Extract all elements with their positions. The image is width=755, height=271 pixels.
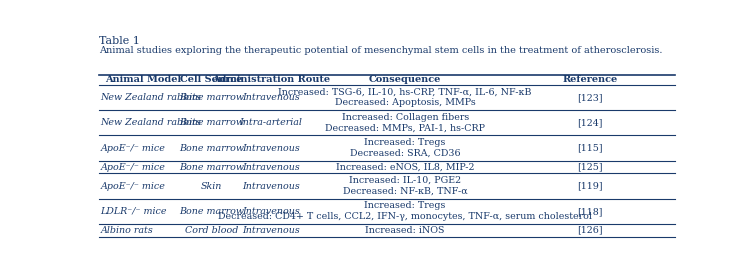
Text: Intra-arterial: Intra-arterial	[239, 118, 302, 127]
Text: Increased: IL-10, PGE2
Decreased: NF-κB, TNF-α: Increased: IL-10, PGE2 Decreased: NF-κB,…	[343, 176, 467, 196]
Text: Intravenous: Intravenous	[242, 182, 300, 191]
Text: Animal studies exploring the therapeutic potential of mesenchymal stem cells in : Animal studies exploring the therapeutic…	[99, 46, 663, 55]
Text: Increased: Tregs
Decreased: CD4+ T cells, CCL2, IFN-γ, monocytes, TNF-α, serum c: Increased: Tregs Decreased: CD4+ T cells…	[218, 201, 592, 221]
Text: Albino rats: Albino rats	[100, 226, 153, 235]
Text: Intravenous: Intravenous	[242, 93, 300, 102]
Text: ApoE⁻/⁻ mice: ApoE⁻/⁻ mice	[100, 144, 165, 153]
Text: Increased: Collagen fibers
Decreased: MMPs, PAI-1, hs-CRP: Increased: Collagen fibers Decreased: MM…	[325, 113, 485, 133]
Text: New Zealand rabbits: New Zealand rabbits	[100, 93, 202, 102]
Text: [126]: [126]	[577, 226, 602, 235]
Text: Intravenous: Intravenous	[242, 207, 300, 216]
Text: [123]: [123]	[577, 93, 602, 102]
Text: Table 1: Table 1	[99, 36, 140, 46]
Text: Increased: iNOS: Increased: iNOS	[365, 226, 445, 235]
Text: Increased: TSG-6, IL-10, hs-CRP, TNF-α, IL-6, NF-κB
Decreased: Apoptosis, MMPs: Increased: TSG-6, IL-10, hs-CRP, TNF-α, …	[279, 88, 532, 107]
Text: [125]: [125]	[577, 163, 602, 172]
Text: [118]: [118]	[578, 207, 602, 216]
Text: Cell Source: Cell Source	[180, 75, 242, 84]
Text: Reference: Reference	[562, 75, 618, 84]
Text: ApoE⁻/⁻ mice: ApoE⁻/⁻ mice	[100, 182, 165, 191]
Text: Consequence: Consequence	[369, 75, 442, 84]
Text: [124]: [124]	[578, 118, 602, 127]
Text: ApoE⁻/⁻ mice: ApoE⁻/⁻ mice	[100, 163, 165, 172]
Text: Skin: Skin	[201, 182, 222, 191]
Text: Bone marrow: Bone marrow	[179, 118, 244, 127]
Text: Bone marrow: Bone marrow	[179, 207, 244, 216]
Text: Bone marrow: Bone marrow	[179, 163, 244, 172]
Text: Administration Route: Administration Route	[211, 75, 330, 84]
Text: Bone marrow: Bone marrow	[179, 144, 244, 153]
Text: Animal Model: Animal Model	[105, 75, 181, 84]
Text: Increased: Tregs
Decreased: SRA, CD36: Increased: Tregs Decreased: SRA, CD36	[350, 138, 461, 158]
Text: Cord blood: Cord blood	[185, 226, 238, 235]
Text: Intravenous: Intravenous	[242, 226, 300, 235]
Text: [115]: [115]	[577, 144, 602, 153]
Text: LDLR⁻/⁻ mice: LDLR⁻/⁻ mice	[100, 207, 167, 216]
Text: Intravenous: Intravenous	[242, 163, 300, 172]
Text: Intravenous: Intravenous	[242, 144, 300, 153]
Text: Bone marrow: Bone marrow	[179, 93, 244, 102]
Text: [119]: [119]	[577, 182, 602, 191]
Text: New Zealand rabbits: New Zealand rabbits	[100, 118, 202, 127]
Text: Increased: eNOS, IL8, MIP-2: Increased: eNOS, IL8, MIP-2	[336, 163, 474, 172]
